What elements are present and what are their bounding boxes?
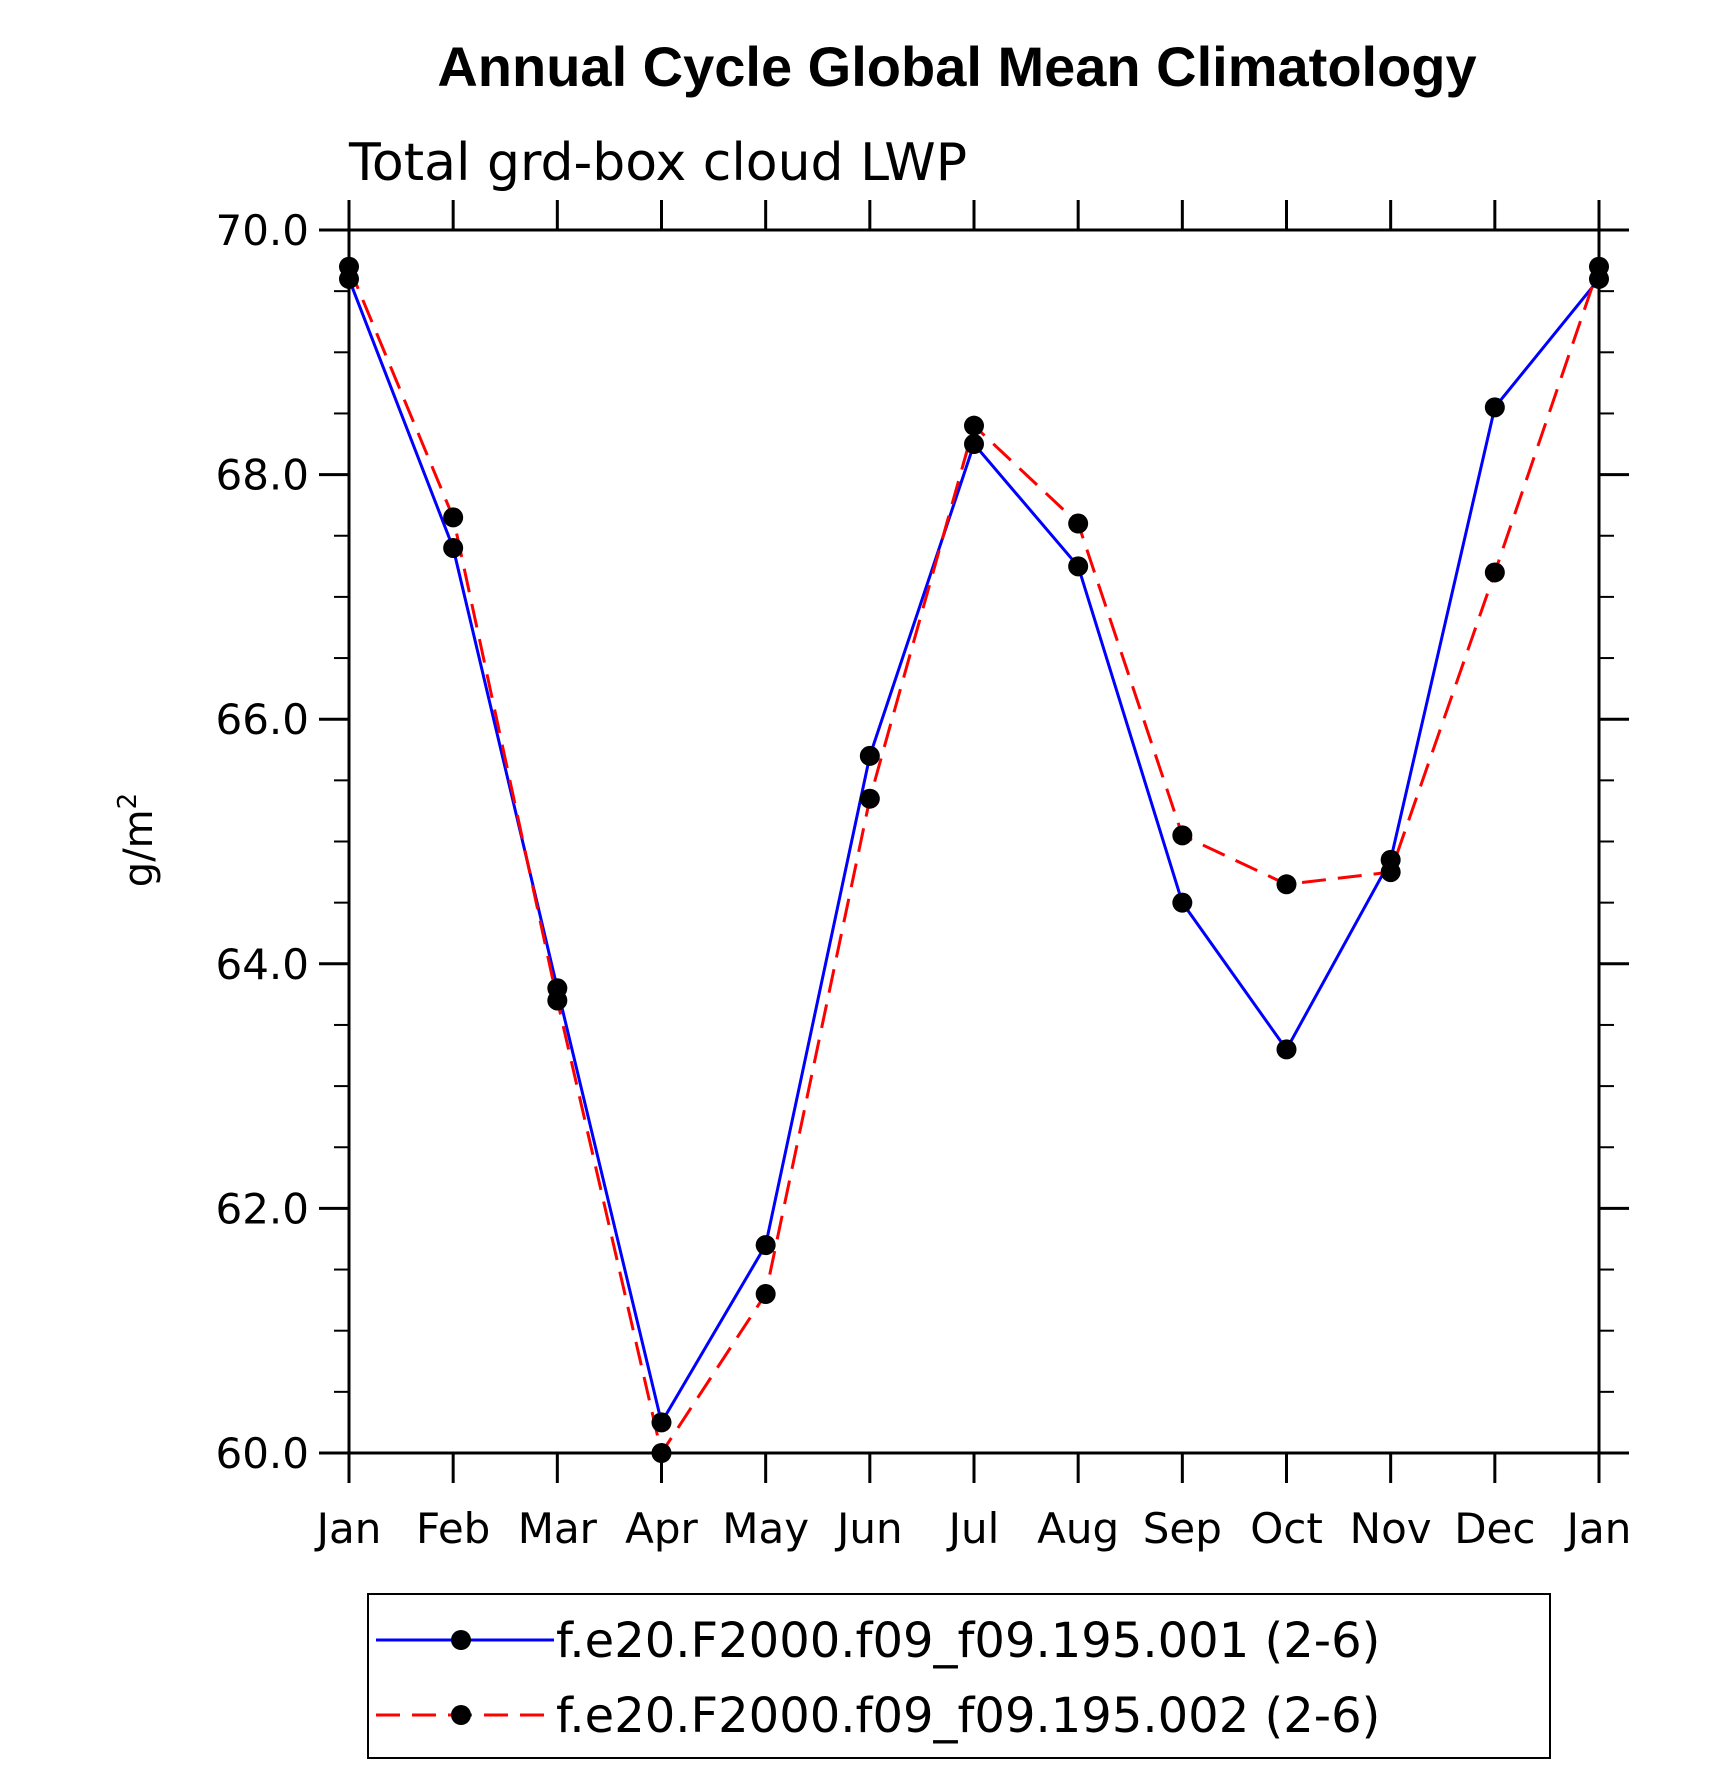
x-tick-label: Oct (1250, 1504, 1323, 1553)
chart-subtitle: Total grd-box cloud LWP (348, 133, 967, 193)
series-2-point (755, 1284, 776, 1305)
x-tick-label: Jan (314, 1504, 382, 1553)
y-tick-label: 66.0 (215, 695, 309, 744)
y-tick-label: 70.0 (215, 206, 309, 255)
x-tick-label: Jun (834, 1504, 903, 1553)
y-axis-label-text: g/m (116, 809, 162, 887)
series-2-point (1068, 513, 1089, 534)
series-1-point (1276, 1039, 1297, 1060)
series-2-point (1380, 862, 1401, 883)
series-1-point (1172, 892, 1193, 913)
series-2-point (1172, 825, 1193, 846)
series-1-point (1484, 397, 1505, 418)
legend-box (367, 1593, 1551, 1759)
x-tick-label: Sep (1143, 1504, 1222, 1553)
legend-marker-1 (451, 1630, 471, 1650)
x-tick-label: Jul (946, 1504, 1000, 1553)
x-tick-label: Nov (1350, 1504, 1432, 1553)
x-tick-label: Feb (416, 1504, 490, 1553)
x-tick-label: Dec (1454, 1504, 1535, 1553)
series-2-point (1484, 562, 1505, 583)
series-2-point (651, 1443, 672, 1463)
plot-frame (347, 228, 1601, 1455)
series-2-point (339, 256, 359, 277)
x-tick-label: Aug (1037, 1504, 1119, 1553)
series-2-point (1589, 256, 1609, 277)
legend-marker-2 (451, 1705, 471, 1725)
x-tick-label: May (722, 1504, 809, 1553)
plot-area: 60.0 62.0 64.0 66.0 68.0 70.0 Jan Feb Mar Apr May J… (215, 200, 1631, 1553)
legend-label-1: f.e20.F2000.f09_f09.195.001 (2-6) (556, 1613, 1380, 1669)
chart-title: Annual Cycle Global Mean Climatology (437, 35, 1476, 98)
series-2-point (859, 788, 880, 809)
series-1-point (964, 434, 984, 455)
y-tick-label: 64.0 (215, 940, 309, 989)
y-tick-label: 60.0 (215, 1429, 309, 1478)
x-tick-label: Mar (518, 1504, 598, 1553)
y-tick-label: 68.0 (215, 451, 309, 500)
y-axis-label: g/m2 (113, 793, 162, 887)
series-2-point (443, 507, 464, 528)
y-axis-label-superscript: 2 (113, 793, 143, 810)
series-1-point (1068, 556, 1089, 577)
series-1-point (443, 537, 464, 558)
series-1-point (651, 1412, 672, 1433)
series-2-point (1276, 874, 1297, 895)
legend: f.e20.F2000.f09_f09.195.001 (2-6) f.e20.F… (367, 1593, 1551, 1759)
series-1-point (755, 1235, 776, 1256)
y-tick-label: 62.0 (215, 1184, 309, 1233)
series-2-point (547, 990, 568, 1011)
series-1-point (859, 745, 880, 766)
x-tick-label: Jan (1564, 1504, 1632, 1553)
series-2-point (964, 415, 984, 436)
legend-label-2: f.e20.F2000.f09_f09.195.002 (2-6) (556, 1688, 1380, 1744)
x-tick-label: Apr (625, 1504, 698, 1553)
